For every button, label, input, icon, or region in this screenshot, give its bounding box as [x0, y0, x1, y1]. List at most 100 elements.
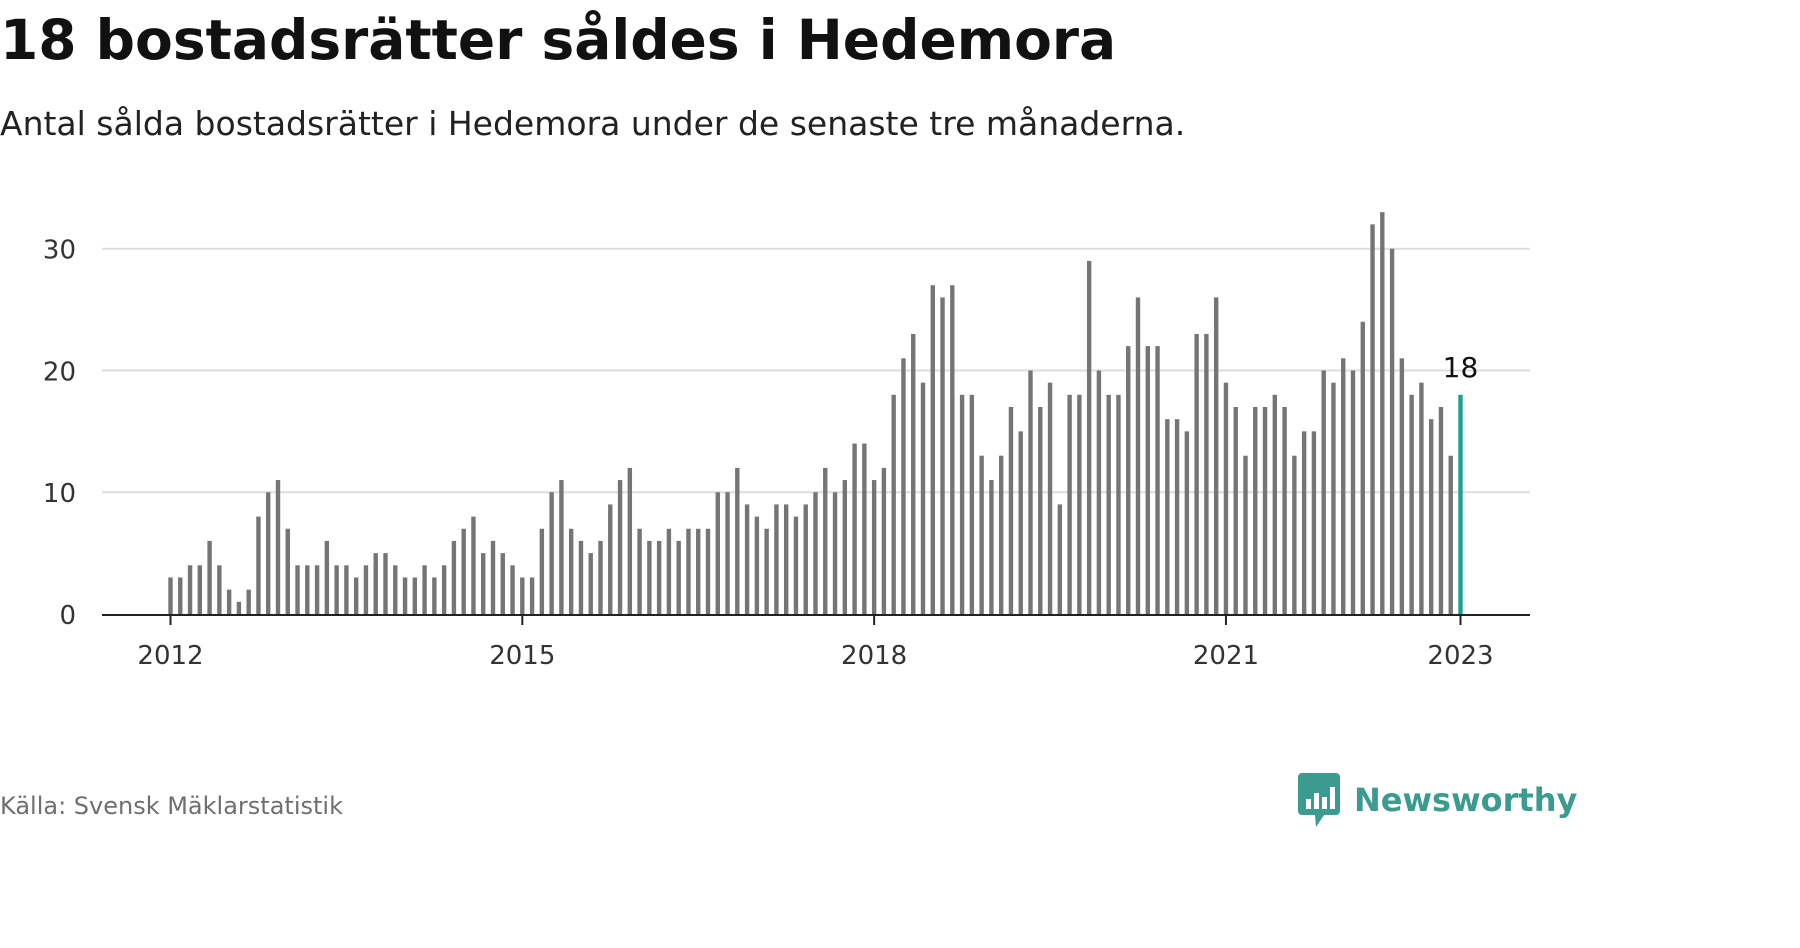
bar: [1008, 407, 1014, 614]
bar: [783, 504, 789, 614]
bar: [1106, 394, 1111, 614]
y-tick-label: 10: [43, 479, 76, 509]
bar: [959, 394, 965, 614]
bar: [735, 467, 740, 614]
bar-latest: [1458, 394, 1463, 614]
bars: [168, 212, 1463, 615]
bar: [520, 577, 525, 614]
bar: [1380, 212, 1385, 615]
bar: [871, 480, 877, 614]
bar: [881, 467, 887, 614]
bar: [666, 528, 672, 614]
chart-subtitle: Antal sålda bostadsrätter i Hedemora und…: [0, 104, 1186, 143]
bar: [813, 492, 818, 614]
y-tick-label: 0: [59, 601, 76, 631]
bar: [930, 285, 935, 614]
bar: [979, 455, 984, 614]
bar: [451, 540, 457, 614]
bar: [1213, 297, 1219, 614]
bar: [422, 565, 427, 614]
bar: [275, 480, 281, 614]
bar: [1116, 394, 1121, 614]
bar: [1018, 431, 1023, 614]
bar: [1233, 407, 1238, 614]
bar: [1428, 419, 1434, 614]
bar: [1086, 260, 1092, 614]
bar: [598, 540, 603, 614]
newsworthy-logo-icon: [1298, 773, 1340, 827]
bar: [481, 553, 486, 614]
bar: [178, 577, 183, 614]
bar: [187, 565, 193, 614]
bar: [441, 565, 447, 614]
bar: [1253, 407, 1258, 614]
bar: [608, 504, 613, 614]
bar: [285, 528, 290, 614]
bar: [647, 540, 652, 614]
bar: [334, 565, 339, 614]
bar: [559, 480, 564, 614]
bar: [549, 492, 554, 614]
bar: [383, 553, 388, 614]
bar: [500, 553, 505, 614]
bar: [1155, 346, 1160, 614]
x-tick-label: 2012: [137, 641, 203, 671]
brand-logo: Newsworthy: [1298, 772, 1577, 828]
y-tick-label: 30: [43, 236, 76, 266]
y-axis: 0 10 20 30: [43, 236, 76, 631]
bar: [842, 480, 848, 614]
bar: [1389, 248, 1395, 615]
bar: [1262, 407, 1268, 614]
bar: [1243, 455, 1248, 614]
bar: [1204, 333, 1209, 614]
bar-chart: 2012 2015 2018 2021 2023 0 10 20 30 18: [43, 212, 1530, 671]
x-tick-label: 2023: [1427, 641, 1493, 671]
bar: [295, 565, 300, 614]
bar: [823, 467, 828, 614]
bar: [1028, 370, 1033, 614]
bar: [1047, 382, 1053, 614]
bar: [832, 492, 838, 614]
bar: [891, 394, 896, 614]
bar: [246, 589, 251, 614]
bar: [852, 443, 857, 614]
bar: [305, 565, 310, 614]
bar: [1077, 394, 1082, 614]
bar: [402, 577, 408, 614]
bar: [373, 553, 378, 614]
y-tick-label: 20: [43, 357, 76, 387]
chart-title: 18 bostadsrätter såldes i Hedemora: [0, 8, 1117, 72]
x-axis: 2012 2015 2018 2021 2023: [137, 615, 1494, 671]
bar: [793, 516, 799, 614]
bar: [1360, 321, 1365, 614]
bar: [1292, 455, 1297, 614]
bar: [676, 540, 681, 614]
bar: [432, 577, 437, 614]
bar: [1067, 394, 1072, 614]
bar: [627, 467, 633, 614]
bar: [774, 504, 779, 614]
bar: [1399, 358, 1405, 614]
bar: [217, 565, 222, 614]
bar: [637, 528, 642, 614]
bar: [353, 577, 359, 614]
bar: [324, 540, 330, 614]
bar: [1438, 407, 1444, 614]
bar: [1184, 431, 1190, 614]
latest-value-label: 18: [1443, 351, 1479, 384]
bar: [764, 528, 769, 614]
bar: [1126, 346, 1131, 614]
bar: [911, 333, 916, 614]
bar: [1321, 370, 1326, 614]
bar: [1331, 382, 1336, 614]
x-tick-label: 2018: [841, 641, 907, 671]
bar: [1419, 382, 1424, 614]
bar: [617, 480, 623, 614]
bar: [862, 443, 867, 614]
bar: [940, 297, 945, 614]
brand-name: Newsworthy: [1354, 781, 1578, 819]
bar: [754, 516, 760, 614]
bar: [588, 553, 593, 614]
bar: [715, 492, 720, 614]
bar: [705, 528, 711, 614]
